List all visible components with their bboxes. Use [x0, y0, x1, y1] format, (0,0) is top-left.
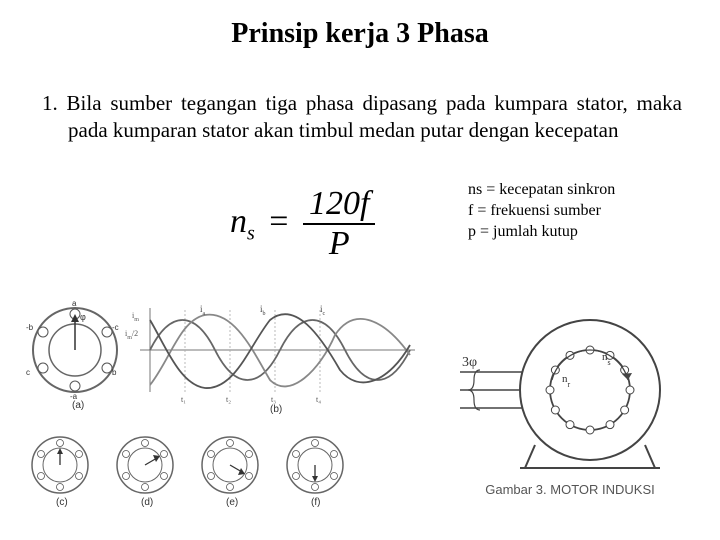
sublabel-c: (c)	[56, 497, 68, 508]
svg-text:ic: ic	[320, 304, 326, 317]
svg-text:-c: -c	[112, 323, 119, 332]
formula-denominator: P	[303, 225, 375, 263]
figures-area: a -c b -a c -b φ (a) im im	[20, 300, 700, 520]
formula-numerator: 120f	[303, 185, 375, 225]
formula-ns: ns = 120f P	[230, 185, 375, 263]
figure-stator-waves: a -c b -a c -b φ (a) im im	[20, 300, 420, 520]
svg-text:t₄: t₄	[316, 395, 321, 404]
motor-caption: Gambar 3. MOTOR INDUKSI	[460, 482, 680, 497]
svg-text:c: c	[26, 368, 30, 377]
figure-motor-induksi: ns nr 3φ	[450, 310, 690, 480]
svg-text:im/2: im/2	[125, 329, 138, 341]
sublabel-d: (d)	[141, 497, 153, 508]
svg-text:b: b	[112, 368, 117, 377]
formula-lhs-sym: n	[230, 203, 247, 240]
formula-lhs-sub: s	[247, 223, 255, 245]
svg-text:t₂: t₂	[226, 395, 231, 404]
svg-text:ia: ia	[200, 304, 206, 317]
svg-text:t₁: t₁	[181, 395, 186, 404]
legend-line-2: f = frekuensi sumber	[468, 201, 615, 222]
sublabel-f: (f)	[311, 497, 320, 508]
page-title: Prinsip kerja 3 Phasa	[0, 18, 720, 50]
svg-text:φ: φ	[80, 312, 86, 322]
sublabel-b: (b)	[270, 404, 282, 415]
formula-legend: ns = kecepatan sinkron f = frekuensi sum…	[468, 180, 615, 242]
paragraph-text: 1. Bila sumber tegangan tiga phasa dipas…	[42, 90, 682, 144]
svg-text:ib: ib	[260, 304, 266, 317]
body-paragraph: 1. Bila sumber tegangan tiga phasa dipas…	[42, 90, 682, 144]
sublabel-e: (e)	[226, 497, 238, 508]
svg-text:a: a	[72, 300, 77, 308]
svg-text:-b: -b	[26, 323, 34, 332]
sublabel-a: (a)	[72, 400, 84, 411]
legend-line-1: ns = kecepatan sinkron	[468, 180, 615, 201]
svg-text:im: im	[132, 311, 139, 323]
svg-text:t₃: t₃	[271, 395, 276, 404]
svg-text:nr: nr	[562, 373, 571, 389]
legend-line-3: p = jumlah kutup	[468, 222, 615, 243]
label-3phi: 3φ	[462, 355, 477, 370]
